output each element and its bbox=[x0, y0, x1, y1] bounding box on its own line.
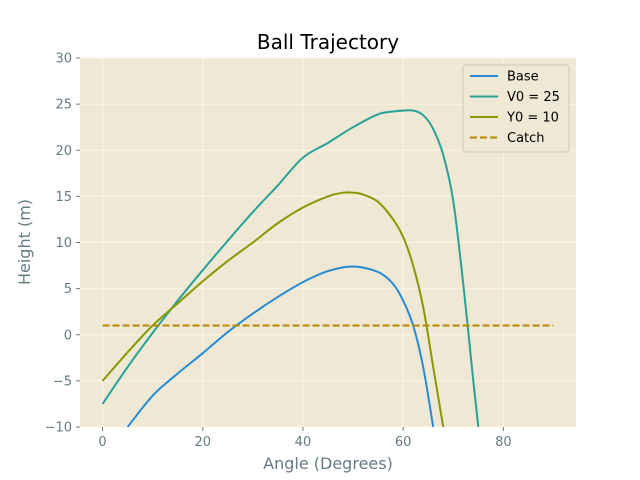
y-axis-label: Height (m) bbox=[15, 199, 34, 285]
legend-box bbox=[462, 64, 570, 153]
chart-title: Ball Trajectory bbox=[257, 30, 399, 54]
series-line-y0-10 bbox=[101, 191, 445, 427]
series-line-base bbox=[126, 265, 435, 427]
legend-label: Base bbox=[507, 70, 539, 85]
x-tick-label: 20 bbox=[194, 435, 211, 450]
y-tick-label: 30 bbox=[55, 52, 72, 67]
x-tick-label: 60 bbox=[395, 435, 412, 450]
legend-label: Catch bbox=[507, 131, 545, 146]
x-axis-label: Angle (Degrees) bbox=[263, 454, 393, 473]
x-axis-ticks: 0 20 40 60 80 bbox=[98, 427, 512, 450]
x-tick-label: 80 bbox=[495, 435, 512, 450]
y-tick-label: 20 bbox=[55, 144, 72, 159]
y-tick-label: −5 bbox=[53, 374, 72, 389]
y-tick-label: 15 bbox=[55, 190, 72, 205]
x-tick-label: 40 bbox=[295, 435, 312, 450]
y-tick-label: 10 bbox=[55, 236, 72, 251]
series-line-v0-25 bbox=[101, 109, 480, 427]
y-tick-label: 0 bbox=[64, 328, 72, 343]
series-group bbox=[101, 109, 554, 427]
y-axis-ticks: −10 −5 0 5 10 15 20 25 30 bbox=[45, 52, 80, 436]
y-tick-label: −10 bbox=[45, 421, 72, 436]
legend-label: V0 = 25 bbox=[507, 90, 560, 105]
legend: Base V0 = 25 Y0 = 10 Catch bbox=[462, 64, 570, 153]
y-tick-label: 25 bbox=[55, 98, 72, 113]
legend-label: Y0 = 10 bbox=[506, 111, 559, 126]
y-tick-label: 5 bbox=[64, 282, 72, 297]
x-tick-label: 0 bbox=[98, 435, 106, 450]
